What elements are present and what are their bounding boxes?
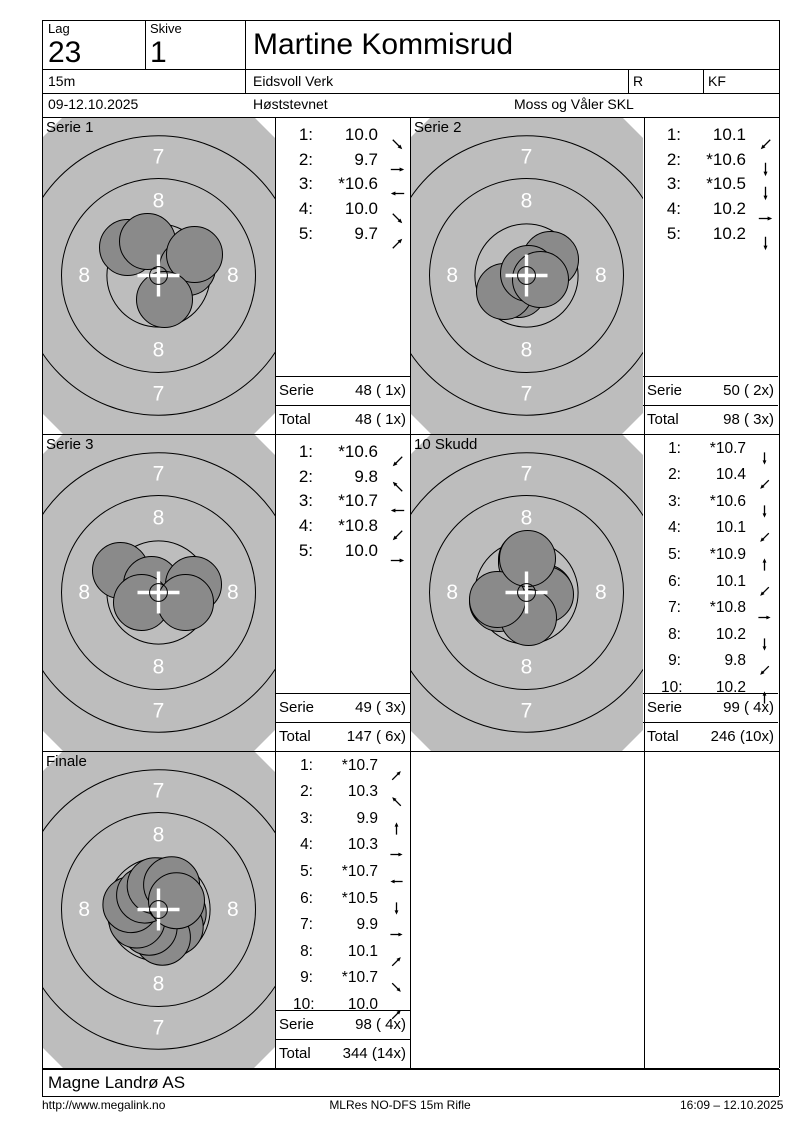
svg-text:8: 8 — [78, 898, 90, 921]
svg-text:8: 8 — [227, 898, 239, 921]
svg-text:7: 7 — [521, 382, 533, 405]
svg-text:8: 8 — [595, 264, 607, 287]
svg-text:8: 8 — [153, 507, 165, 530]
svg-text:8: 8 — [153, 824, 165, 847]
svg-text:8: 8 — [595, 581, 607, 604]
svg-text:8: 8 — [446, 264, 458, 287]
svg-text:8: 8 — [521, 190, 533, 213]
svg-text:8: 8 — [521, 507, 533, 530]
svg-text:8: 8 — [153, 972, 165, 995]
svg-text:8: 8 — [78, 264, 90, 287]
svg-text:8: 8 — [227, 581, 239, 604]
svg-text:7: 7 — [153, 1016, 165, 1039]
svg-text:8: 8 — [153, 655, 165, 678]
svg-text:7: 7 — [153, 382, 165, 405]
svg-text:8: 8 — [153, 190, 165, 213]
svg-text:8: 8 — [521, 655, 533, 678]
svg-text:7: 7 — [153, 146, 165, 169]
svg-text:7: 7 — [153, 463, 165, 486]
svg-text:8: 8 — [521, 338, 533, 361]
svg-text:8: 8 — [446, 581, 458, 604]
svg-text:7: 7 — [153, 780, 165, 803]
svg-text:7: 7 — [521, 463, 533, 486]
svg-text:8: 8 — [153, 338, 165, 361]
svg-text:7: 7 — [521, 699, 533, 722]
svg-text:8: 8 — [78, 581, 90, 604]
svg-text:8: 8 — [227, 264, 239, 287]
svg-text:7: 7 — [521, 146, 533, 169]
svg-text:7: 7 — [153, 699, 165, 722]
